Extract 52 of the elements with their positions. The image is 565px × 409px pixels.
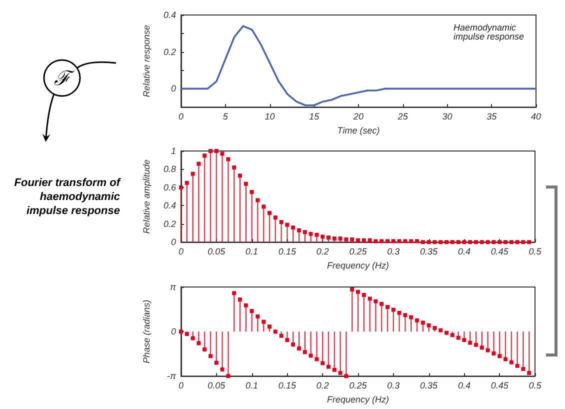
x-tick-label: 0.3 [387,380,400,391]
y-tick-label: 0 [170,237,176,248]
x-tick-label: 0.1 [246,380,258,391]
x-tick-label: 30 [442,112,452,122]
x-tick-label: 0 [178,380,184,391]
x-tick-label: 0.05 [208,246,226,257]
y-tick-label: π [170,282,177,292]
y-axis-title: Relative amplitude [142,160,152,234]
x-axis-title: Frequency (Hz) [326,394,390,404]
x-tick-label: 0.45 [490,246,510,257]
x-tick-label: 0.15 [278,380,297,391]
x-tick-label: 0.1 [246,246,258,257]
y-tick-label: 0.4 [163,10,176,20]
x-tick-label: 5 [222,112,229,122]
x-tick-label: 0.3 [387,246,400,257]
y-tick-label: 0.2 [163,46,176,57]
x-tick-label: 0.35 [420,380,439,391]
text: ℱ [54,66,75,90]
x-tick-label: 0.45 [490,380,510,391]
x-axis-title: Time (sec) [337,126,380,136]
x-tick-label: 0.2 [316,246,329,257]
y-tick-label: 0.8 [163,164,176,174]
x-tick-label: 0.4 [458,380,470,391]
x-tick-label: 0.2 [316,380,329,391]
y-axis-title: Phase (radians) [142,300,152,364]
x-tick-label: 0.15 [278,246,297,257]
x-tick-label: 0.4 [458,246,470,257]
y-tick-label: 0 [170,326,176,337]
x-tick-label: 0.05 [208,380,226,391]
x-tick-label: 0.25 [349,246,368,257]
x-tick-label: 40 [530,112,542,122]
y-tick-label: 0 [170,84,176,94]
x-axis-title: Frequency (Hz) [326,260,390,270]
x-tick-label: 0 [178,246,184,257]
y-tick-label: 0.4 [163,200,176,211]
x-tick-label: 0.5 [528,380,542,391]
x-tick-label: 0.25 [349,380,368,391]
x-tick-label: 0.35 [420,246,439,257]
x-tick-label: 0 [178,112,184,122]
annotation: Haemodynamic impulse response [453,22,524,42]
y-tick-label: -π [166,371,177,382]
y-axis-title: Relative response [142,25,152,98]
text: Fourier transform of haemodynamic impulse response [13,176,120,218]
y-tick-label: 0.2 [163,218,176,229]
x-tick-label: 10 [264,112,275,122]
y-tick-label: 1 [170,146,176,156]
x-tick-label: 25 [396,112,409,122]
x-tick-label: 0.5 [528,246,542,257]
x-tick-label: 15 [309,112,320,122]
x-tick-label: 20 [352,112,364,122]
y-tick-label: 0.6 [163,182,176,192]
x-tick-label: 35 [486,112,498,122]
